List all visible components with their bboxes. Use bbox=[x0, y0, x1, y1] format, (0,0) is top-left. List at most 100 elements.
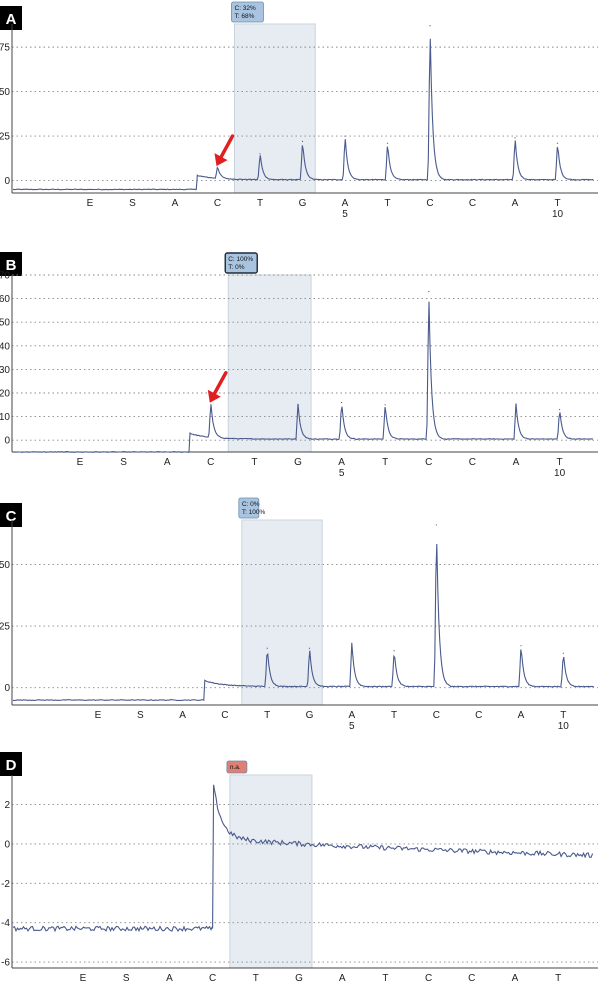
dispensation-label: A bbox=[512, 973, 519, 984]
dispensation-label: T bbox=[391, 710, 397, 721]
arrow-head bbox=[214, 153, 228, 167]
arrow-shaft bbox=[212, 371, 228, 397]
dispensation-label: G bbox=[306, 710, 314, 721]
position-label: 5 bbox=[342, 209, 348, 220]
dispensation-label: A bbox=[172, 198, 179, 209]
peak-mark-7 bbox=[386, 142, 389, 144]
y-tick-label: 40 bbox=[0, 341, 10, 352]
peak-mark-5 bbox=[301, 140, 304, 143]
y-tick-label: 30 bbox=[0, 365, 10, 376]
peak-mark-6 bbox=[341, 401, 343, 404]
highlight-region bbox=[229, 774, 313, 969]
panel-label-box bbox=[0, 503, 22, 527]
y-tick-label: 25 bbox=[0, 132, 10, 143]
pyrogram-trace bbox=[12, 301, 594, 453]
badge-text: T: 100% bbox=[242, 509, 266, 516]
dispensation-label: A bbox=[179, 710, 186, 721]
peak-mark-7 bbox=[384, 404, 386, 406]
dispensation-label: A bbox=[164, 457, 171, 468]
peak-mark-11 bbox=[562, 652, 564, 654]
dispensation-label: A bbox=[166, 973, 173, 984]
badge-text: C: 0% bbox=[242, 501, 260, 508]
dispensation-label: A bbox=[513, 457, 520, 468]
dispensation-label: S bbox=[137, 710, 144, 721]
dispensation-label: G bbox=[295, 973, 303, 984]
dispensation-label: A bbox=[342, 198, 349, 209]
dispensation-label: T bbox=[560, 710, 566, 721]
peak-mark-4 bbox=[266, 647, 268, 649]
y-tick-label: 50 bbox=[0, 318, 10, 329]
panel-label: A bbox=[6, 11, 17, 28]
dispensation-label: G bbox=[294, 457, 302, 468]
y-tick-label: 50 bbox=[0, 87, 10, 98]
dispensation-label: T bbox=[382, 457, 388, 468]
dispensation-label: T bbox=[257, 198, 263, 209]
badge-box bbox=[224, 252, 258, 274]
dispensation-label: E bbox=[77, 457, 84, 468]
peak-mark-5 bbox=[297, 404, 299, 406]
y-tick-label: 0 bbox=[4, 839, 10, 850]
dispensation-label: C bbox=[468, 973, 475, 984]
peak-mark-11 bbox=[559, 408, 561, 411]
position-label: 5 bbox=[349, 721, 355, 732]
dispensation-label: E bbox=[80, 973, 87, 984]
panel-label-box bbox=[0, 752, 22, 776]
badge-text: C: 100% bbox=[228, 256, 253, 263]
dispensation-label: C bbox=[425, 457, 432, 468]
dispensation-label: A bbox=[518, 710, 525, 721]
peak-mark-10 bbox=[515, 404, 517, 406]
badge-text: C: 32% bbox=[235, 5, 257, 12]
dispensation-label: A bbox=[348, 710, 355, 721]
position-label: 10 bbox=[552, 209, 564, 220]
badge-box bbox=[238, 497, 260, 519]
position-label: 5 bbox=[339, 468, 345, 479]
peak-mark-8 bbox=[428, 290, 430, 293]
position-label: 10 bbox=[554, 468, 566, 479]
dispensation-label: T bbox=[251, 457, 257, 468]
y-tick-label: 0 bbox=[4, 683, 10, 694]
dispensation-label: C bbox=[207, 457, 214, 468]
dispensation-label: E bbox=[87, 198, 94, 209]
dispensation-label: T bbox=[555, 973, 561, 984]
peak-mark-3 bbox=[210, 404, 212, 406]
y-tick-label: 70 bbox=[0, 271, 10, 282]
peak-mark-11 bbox=[556, 142, 559, 144]
dispensation-label: T bbox=[382, 973, 388, 984]
peak-mark-8 bbox=[435, 524, 437, 526]
y-tick-label: 75 bbox=[0, 43, 10, 54]
peak-mark-10 bbox=[514, 137, 516, 139]
dispensation-label: C bbox=[433, 710, 440, 721]
dispensation-label: T bbox=[253, 973, 259, 984]
peak-mark-6 bbox=[351, 642, 353, 644]
peak-mark-10 bbox=[520, 645, 522, 647]
badge-text: T: 68% bbox=[235, 13, 255, 20]
panel-d: D-6-4-202ESACTGATCCAT510n.a. bbox=[0, 752, 598, 985]
dispensation-label: S bbox=[123, 973, 130, 984]
y-tick-label: -6 bbox=[1, 958, 10, 969]
panel-label: B bbox=[6, 257, 17, 274]
position-label: 10 bbox=[558, 721, 570, 732]
pyrogram-trace bbox=[13, 543, 594, 702]
badge-text: T: 0% bbox=[228, 264, 244, 271]
y-tick-label: 10 bbox=[0, 412, 10, 423]
y-tick-label: 2 bbox=[4, 800, 10, 811]
badge-box bbox=[226, 760, 248, 774]
y-tick-label: 0 bbox=[4, 176, 10, 187]
dispensation-label: C bbox=[214, 198, 221, 209]
dispensation-label: C bbox=[475, 710, 482, 721]
peak-mark-8 bbox=[429, 25, 431, 27]
y-tick-label: 60 bbox=[0, 294, 10, 305]
dispensation-label: T bbox=[264, 710, 270, 721]
y-tick-label: 0 bbox=[4, 436, 10, 447]
highlight-region bbox=[241, 519, 323, 706]
pyrogram-trace bbox=[12, 784, 594, 933]
dispensation-label: G bbox=[299, 198, 307, 209]
dispensation-label: C bbox=[426, 198, 433, 209]
dispensation-label: T bbox=[384, 198, 390, 209]
peak-mark-6 bbox=[344, 135, 346, 137]
dispensation-label: T bbox=[557, 457, 563, 468]
arrow-head bbox=[207, 389, 221, 403]
peak-mark-4 bbox=[259, 153, 261, 155]
peak-mark-5 bbox=[308, 647, 311, 649]
